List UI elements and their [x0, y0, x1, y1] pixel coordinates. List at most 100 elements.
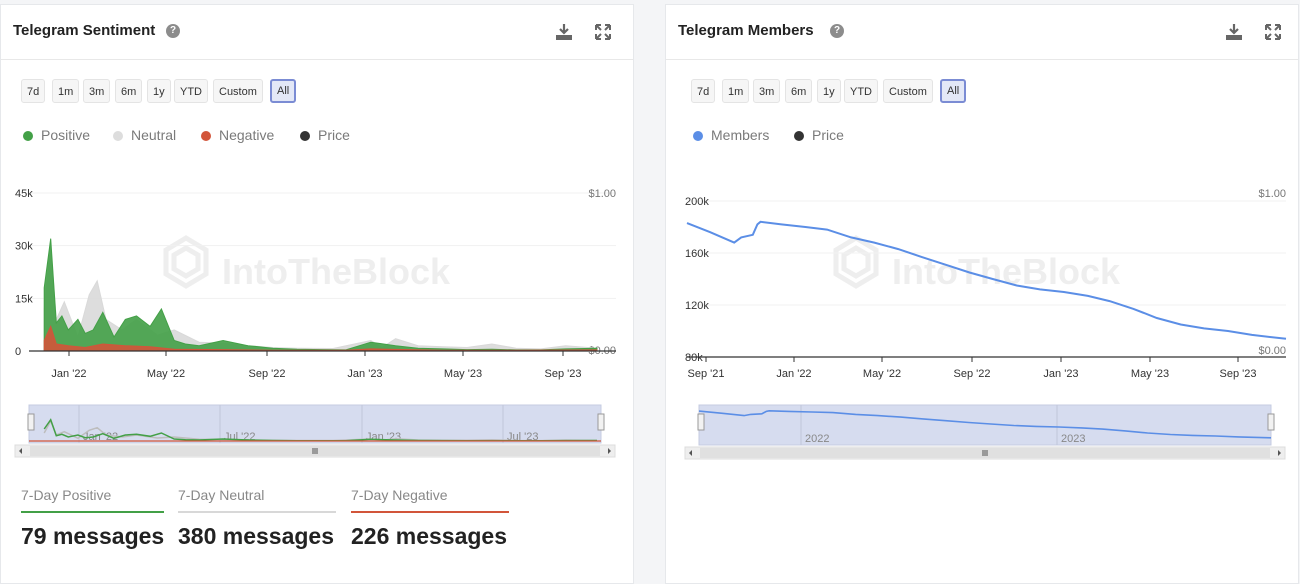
legend-item-price[interactable]: Price: [794, 127, 844, 143]
legend-dot: [794, 131, 804, 141]
watermark-logo-icon: [833, 235, 879, 289]
y-tick-label: 120k: [685, 300, 709, 312]
range-button-1m[interactable]: 1m: [722, 79, 750, 103]
legend-dot: [23, 131, 33, 141]
series-area-positive: [43, 238, 598, 352]
legend-dot: [300, 131, 310, 141]
y-tick-label: 15k: [15, 293, 33, 305]
range-button-1y[interactable]: 1y: [817, 79, 841, 103]
legend-label: Negative: [219, 127, 275, 143]
range-button-3m[interactable]: 3m: [83, 79, 111, 103]
y-right-tick-label: $1.00: [588, 188, 616, 200]
help-icon[interactable]: ?: [166, 24, 180, 38]
watermark: IntoTheBlock: [833, 235, 1121, 292]
fullscreen-icon[interactable]: [593, 22, 613, 42]
series-line-members: [686, 220, 1287, 340]
stat-label: 7-Day Negative: [351, 487, 509, 513]
y-right-tick-label: $1.00: [1258, 188, 1286, 200]
x-tick-label: Jan '23: [1043, 368, 1078, 380]
stat-7-day-negative: 7-Day Negative 226 messages: [351, 487, 509, 550]
range-button-ytd[interactable]: YTD: [844, 79, 878, 103]
legend-item-members[interactable]: Members: [693, 127, 769, 143]
navigator-left-handle[interactable]: [27, 413, 35, 431]
panel-header: Telegram Sentiment ?: [1, 5, 633, 60]
stat-value: 380 messages: [178, 523, 335, 549]
range-button-3m[interactable]: 3m: [753, 79, 781, 103]
legend-item-positive[interactable]: Positive: [23, 127, 90, 143]
navigator-tick-label: Jan '22: [83, 431, 118, 443]
legend-dot: [113, 131, 123, 141]
navigator-right-handle[interactable]: [1267, 413, 1275, 431]
stat-7-day-positive: 7-Day Positive 79 messages: [21, 487, 164, 550]
navigator-right-handle[interactable]: [597, 413, 605, 431]
navigator-tick-label: 2023: [1061, 433, 1085, 445]
telegram-members-panel: Telegram Members ? 7d 1m 3m 6m 1y YTD Custom Al…: [665, 4, 1299, 584]
x-tick-label: Sep '21: [688, 368, 725, 380]
x-tick-label: Jan '22: [776, 368, 811, 380]
legend-label: Price: [812, 127, 844, 143]
telegram-sentiment-panel: Telegram Sentiment ? 7d 1m 3m 6m 1y YTD Custom…: [0, 4, 634, 584]
series-area-negative: [43, 325, 598, 352]
x-tick-label: Sep '22: [249, 368, 286, 380]
stat-label: 7-Day Neutral: [178, 487, 336, 513]
watermark-text: IntoTheBlock: [222, 251, 451, 292]
navigator-series-members: [698, 409, 1272, 439]
x-tick-label: Sep '23: [545, 368, 582, 380]
legend-label: Price: [318, 127, 350, 143]
range-button-1y[interactable]: 1y: [147, 79, 171, 103]
range-button-all[interactable]: All: [940, 79, 967, 103]
x-tick-label: May '22: [147, 368, 185, 380]
stat-value: 79 messages: [21, 523, 165, 549]
legend-label: Members: [711, 127, 770, 143]
scrollbar-grip-icon: [982, 450, 988, 456]
watermark: IntoTheBlock: [163, 235, 451, 292]
x-tick-label: May '22: [863, 368, 901, 380]
legend-label: Positive: [41, 127, 91, 143]
navigator-tick-label: 2022: [805, 433, 829, 445]
x-tick-label: Sep '22: [954, 368, 991, 380]
y-right-tick-label: $0.00: [1258, 345, 1286, 357]
range-button-1m[interactable]: 1m: [52, 79, 80, 103]
range-button-all[interactable]: All: [270, 79, 297, 103]
members-chart[interactable]: IntoTheBlock 80k 120k 160k 200k $0.00 $1.00 Sep…: [666, 180, 1300, 465]
scroll-right-icon[interactable]: [1278, 450, 1281, 456]
range-button-custom[interactable]: Custom: [883, 79, 933, 103]
navigator-left-handle[interactable]: [697, 413, 705, 431]
x-tick-label: May '23: [444, 368, 482, 380]
legend-item-price[interactable]: Price: [300, 127, 350, 143]
x-tick-label: Jan '22: [51, 368, 86, 380]
legend-dot: [201, 131, 211, 141]
fullscreen-icon[interactable]: [1263, 22, 1283, 42]
legend-item-neutral[interactable]: Neutral: [113, 127, 176, 143]
range-button-6m[interactable]: 6m: [115, 79, 143, 103]
x-tick-label: Jan '23: [347, 368, 382, 380]
stat-7-day-neutral: 7-Day Neutral 380 messages: [178, 487, 336, 550]
y-tick-label: 200k: [685, 196, 709, 208]
y-tick-label: 30k: [15, 241, 33, 253]
stat-label: 7-Day Positive: [21, 487, 164, 513]
range-button-ytd[interactable]: YTD: [174, 79, 208, 103]
scroll-left-icon[interactable]: [689, 450, 692, 456]
download-icon[interactable]: [1224, 22, 1244, 42]
help-icon[interactable]: ?: [830, 24, 844, 38]
panel-title: Telegram Members: [678, 22, 814, 39]
scroll-right-icon[interactable]: [608, 448, 611, 454]
download-icon[interactable]: [554, 22, 574, 42]
scrollbar-grip-icon: [312, 448, 318, 454]
range-button-7d[interactable]: 7d: [691, 79, 716, 103]
panel-header: Telegram Members ?: [666, 5, 1298, 60]
legend-label: Neutral: [131, 127, 177, 143]
scroll-left-icon[interactable]: [19, 448, 22, 454]
watermark-text: IntoTheBlock: [892, 251, 1121, 292]
legend-dot: [693, 131, 703, 141]
legend-item-negative[interactable]: Negative: [201, 127, 274, 143]
panel-title: Telegram Sentiment: [13, 22, 156, 39]
x-tick-label: Sep '23: [1220, 368, 1257, 380]
range-button-7d[interactable]: 7d: [21, 79, 46, 103]
range-button-custom[interactable]: Custom: [213, 79, 263, 103]
stat-value: 226 messages: [351, 523, 508, 549]
y-tick-label: 80k: [685, 352, 703, 364]
x-tick-label: May '23: [1131, 368, 1169, 380]
range-button-6m[interactable]: 6m: [785, 79, 813, 103]
